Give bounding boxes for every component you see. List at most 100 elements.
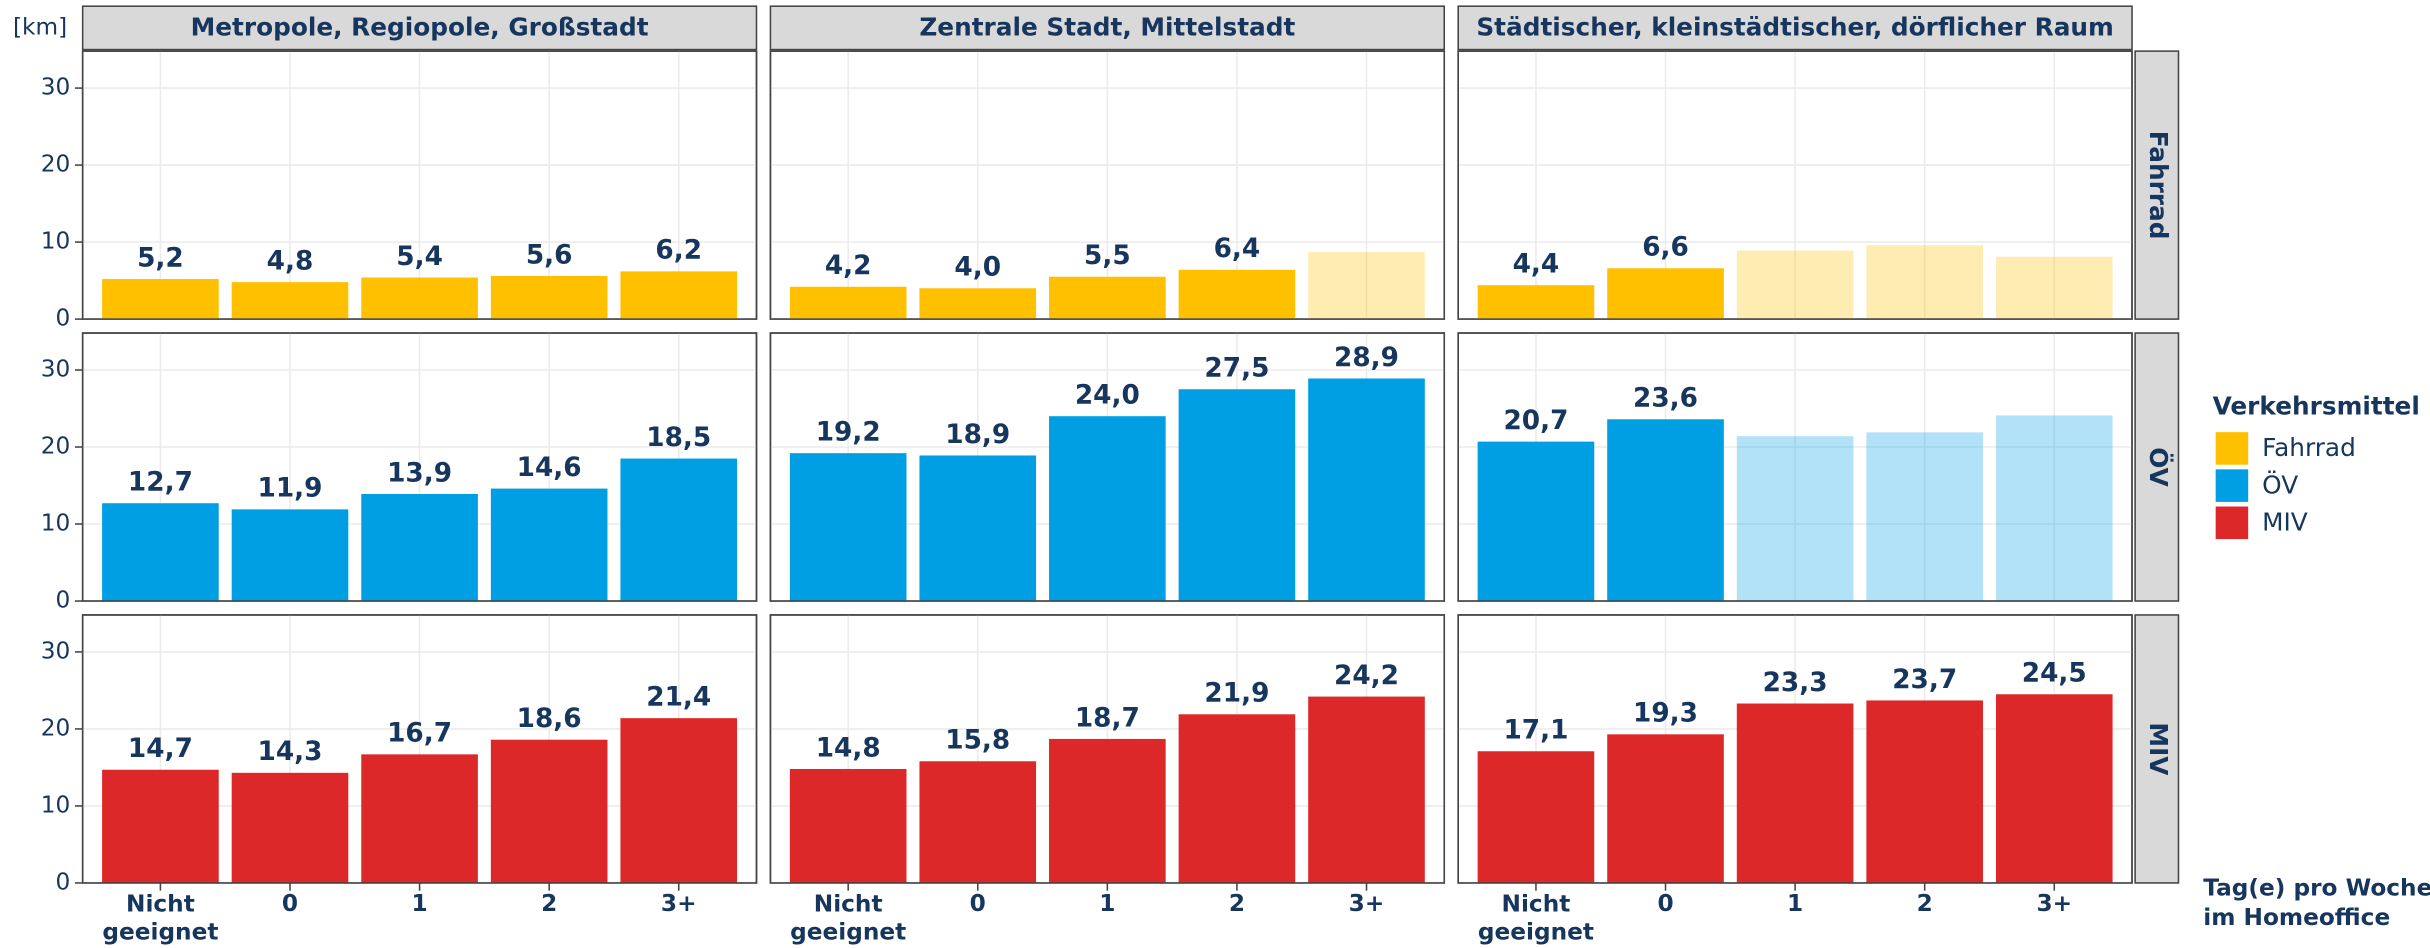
value-label: 14,3 xyxy=(258,737,323,767)
y-tick-label: 0 xyxy=(55,587,70,614)
bar xyxy=(1477,441,1595,602)
x-tick-label: 2 xyxy=(1917,890,1933,917)
column-strip xyxy=(1457,5,2133,51)
bar xyxy=(102,769,219,883)
legend-swatch xyxy=(2215,432,2249,465)
x-tick-label: Nicht geeignet xyxy=(102,890,218,945)
bar xyxy=(620,271,738,320)
bar xyxy=(231,509,349,602)
x-tick-label: 0 xyxy=(970,890,986,917)
y-tick-label: 0 xyxy=(55,305,70,332)
y-tick-label: 30 xyxy=(41,356,71,383)
value-label: 6,2 xyxy=(655,236,702,266)
value-label: 18,6 xyxy=(517,704,582,734)
column-label: Städtischer, kleinstädtischer, dörfliche… xyxy=(1476,13,2114,42)
value-label: 11,9 xyxy=(258,474,323,504)
row-label: MIV xyxy=(2144,722,2173,776)
bar xyxy=(1049,276,1166,320)
column-strip xyxy=(81,5,758,51)
value-label: 4,2 xyxy=(825,251,872,281)
value-label: 13,9 xyxy=(387,458,452,488)
value-label: 14,8 xyxy=(816,733,881,763)
row-strip xyxy=(2134,332,2180,602)
bar xyxy=(1607,419,1724,602)
bar xyxy=(1736,436,1854,602)
bar xyxy=(361,754,478,883)
x-tick-label: 1 xyxy=(412,890,428,917)
bar xyxy=(1178,389,1296,602)
y-tick-label: 10 xyxy=(41,228,71,255)
y-tick-label: 10 xyxy=(41,510,71,537)
x-tick-label: 0 xyxy=(282,890,298,917)
y-tick-label: 30 xyxy=(41,74,71,101)
value-label: 27,5 xyxy=(1204,354,1269,384)
panel-border xyxy=(81,50,758,320)
y-unit: [km] xyxy=(13,13,67,40)
value-label: 16,7 xyxy=(387,719,452,749)
bar xyxy=(1736,703,1854,883)
bar xyxy=(919,761,1037,883)
x-tick-label: 3+ xyxy=(1349,890,1385,917)
y-tick-label: 20 xyxy=(41,151,71,178)
value-label: 4,8 xyxy=(267,246,314,276)
value-label: 6,4 xyxy=(1214,234,1261,264)
value-label: 20,7 xyxy=(1503,406,1568,436)
value-label: 14,6 xyxy=(517,453,582,483)
y-tick-label: 30 xyxy=(41,637,71,664)
bar xyxy=(490,275,608,320)
bar xyxy=(1607,734,1724,883)
bar xyxy=(789,286,907,320)
x-tick-label: Nicht geeignet xyxy=(790,890,906,945)
value-label: 18,9 xyxy=(945,420,1010,450)
legend-title: Verkehrsmittel xyxy=(2213,391,2420,420)
bar xyxy=(1995,256,2113,320)
bar xyxy=(789,453,907,602)
bar xyxy=(1308,696,1425,883)
panel-border xyxy=(1457,50,2133,320)
value-label: 23,6 xyxy=(1633,384,1698,414)
panel-border xyxy=(1457,332,2133,602)
legend-swatch xyxy=(2215,506,2249,540)
bar xyxy=(231,282,349,320)
column-label: Metropole, Regiopole, Großstadt xyxy=(191,13,649,42)
x-tick-label: Nicht geeignet xyxy=(1478,890,1594,945)
value-label: 21,4 xyxy=(646,683,711,713)
value-label: 19,2 xyxy=(816,418,881,448)
row-strip xyxy=(2134,614,2180,884)
x-tick-label: 1 xyxy=(1099,890,1115,917)
x-axis-label: im Homeoffice xyxy=(2203,904,2390,931)
bar xyxy=(1866,245,1984,320)
bar xyxy=(1049,738,1166,883)
value-label: 24,2 xyxy=(1334,661,1399,691)
legend-label: ÖV xyxy=(2262,470,2298,499)
x-axis-label: Tag(e) pro Woche xyxy=(2203,875,2430,902)
value-label: 23,7 xyxy=(1892,665,1957,695)
bar xyxy=(919,288,1037,320)
y-tick-label: 20 xyxy=(41,433,71,460)
panel-border xyxy=(769,332,1446,602)
x-tick-label: 2 xyxy=(541,890,557,917)
x-tick-label: 0 xyxy=(1657,890,1673,917)
column-strip xyxy=(769,5,1446,51)
bar xyxy=(490,488,608,602)
x-tick-label: 1 xyxy=(1787,890,1803,917)
y-tick-label: 10 xyxy=(41,791,71,818)
bar xyxy=(102,279,219,320)
value-label: 5,5 xyxy=(1084,241,1131,271)
bar xyxy=(1995,694,2113,883)
bar xyxy=(1736,250,1854,320)
bar xyxy=(919,455,1037,602)
x-tick-label: 3+ xyxy=(661,890,697,917)
bar xyxy=(490,739,608,883)
value-label: 5,6 xyxy=(526,240,573,270)
value-label: 18,7 xyxy=(1075,703,1140,733)
bar xyxy=(1178,714,1296,883)
value-label: 21,9 xyxy=(1204,679,1269,709)
value-label: 19,3 xyxy=(1633,699,1698,729)
bar xyxy=(361,493,478,602)
bar xyxy=(789,768,907,883)
bar xyxy=(1866,700,1984,883)
x-tick-label: 2 xyxy=(1229,890,1245,917)
value-label: 28,9 xyxy=(1334,343,1399,373)
